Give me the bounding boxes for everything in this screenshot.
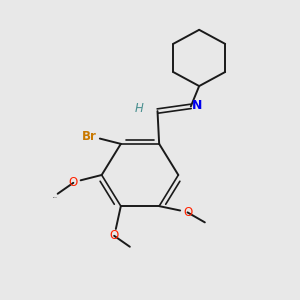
Text: O: O <box>110 229 119 242</box>
Text: O: O <box>69 176 78 189</box>
Text: N: N <box>192 99 202 112</box>
Text: H: H <box>135 102 144 115</box>
Text: methyl: methyl <box>52 196 57 197</box>
Text: Br: Br <box>82 130 97 142</box>
Text: O: O <box>183 206 192 219</box>
